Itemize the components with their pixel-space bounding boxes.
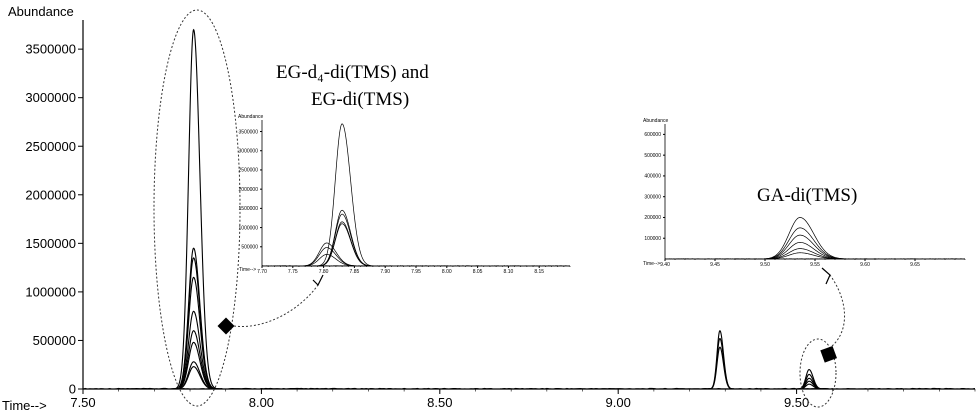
main-peak-trace — [163, 257, 229, 390]
ga-dotted-arrow — [829, 274, 845, 347]
inset_eg-x-tick-label: 7.90 — [380, 269, 390, 275]
inset-eg-ylabel: Abundance — [238, 114, 264, 120]
main-y-tick-label: 1500000 — [25, 236, 76, 251]
inset_eg-x-tick-label: 7.85 — [350, 269, 360, 275]
inset_ga-x-tick-label: 9.40 — [660, 262, 670, 268]
inset_eg-y-tick-label: 3000000 — [239, 148, 259, 154]
inset_ga-x-tick-label: 9.65 — [910, 262, 920, 268]
main-x-tick-label: 8.00 — [249, 395, 274, 410]
inset_ga-y-tick-label: 500000 — [644, 153, 661, 159]
inset_eg-peak-trace — [301, 213, 390, 267]
inset_eg-y-tick-label: 2000000 — [239, 187, 259, 193]
inset_eg-y-tick-label: 1500000 — [239, 206, 259, 212]
eg-annotation-line1: EG-d₄-di(TMS) and — [276, 62, 429, 83]
inset_ga-x-tick-label: 9.50 — [760, 262, 770, 268]
main-y-tick-label: 500000 — [33, 333, 76, 348]
main-axes: 0 500000 1000000 1500000 2000000 2500000 30000… — [25, 20, 976, 410]
ga-square-marker — [820, 345, 837, 363]
main-peak-trace — [163, 330, 229, 390]
main-peak-trace — [163, 366, 229, 390]
eg-diamond-marker — [217, 317, 235, 335]
main-y-tick-label: 2000000 — [25, 187, 76, 202]
inset_ga-y-tick-label: 600000 — [644, 132, 661, 138]
inset_eg-x-tick-label: 8.15 — [534, 269, 544, 275]
eg-annotation-line2: EG-di(TMS) — [311, 89, 409, 110]
main-y-tick-label: 3500000 — [25, 42, 76, 57]
main-baseline — [82, 387, 976, 390]
main-y-tick-label: 2500000 — [25, 139, 76, 154]
inset_eg-x-tick-label: 7.80 — [319, 269, 329, 275]
inset_ga-peak-trace — [734, 217, 877, 260]
main-peak-trace — [702, 346, 740, 390]
main-y-tick-label: 3000000 — [25, 90, 76, 105]
inset_eg-y-tick-label: 3500000 — [239, 129, 259, 135]
main-x-tick-label: 7.50 — [70, 395, 95, 410]
inset_eg-y-tick-label: 1000000 — [239, 225, 259, 231]
main-peak-trace — [789, 377, 832, 390]
inset_eg-y-tick-label: 2500000 — [239, 168, 259, 174]
main-peak-trace — [163, 310, 229, 390]
inset_eg-x-tick-label: 8.00 — [442, 269, 452, 275]
main-peak-trace — [702, 337, 740, 390]
eg-arrow-head — [312, 274, 324, 287]
main-peak-trace — [789, 383, 832, 390]
inset_ga-peak-trace — [734, 242, 877, 260]
y-axis-label: Abundance — [8, 4, 74, 19]
main-x-tick-label: 9.00 — [606, 395, 631, 410]
inset_eg-y-tick-label: 500000 — [241, 245, 258, 251]
inset_ga-y-tick-label: 400000 — [644, 174, 661, 180]
main-peak-trace — [163, 341, 229, 390]
inset_eg-peak-trace — [282, 254, 379, 267]
inset_ga-y-tick-label: 100000 — [644, 236, 661, 242]
inset-eg-chart: 500000 1000000 1500000 2000000 2500000 300000… — [238, 114, 571, 275]
inset_ga-peak-trace — [734, 248, 877, 260]
x-axis-label: Time--> — [2, 398, 47, 413]
inset_eg-x-tick-label: 7.70 — [257, 269, 267, 275]
inset_ga-x-tick-label: 9.60 — [860, 262, 870, 268]
main-x-tick-label: 9.50 — [784, 395, 809, 410]
ga-arrow-head — [821, 267, 831, 285]
inset_ga-peak-trace — [734, 234, 877, 260]
ga-annotation: GA-di(TMS) — [757, 185, 857, 206]
inset_eg-peak-trace — [301, 123, 390, 267]
inset_ga-x-tick-label: 9.45 — [710, 262, 720, 268]
inset_ga-peak-trace — [734, 252, 877, 260]
inset-ga-ylabel: Abundance — [643, 118, 669, 124]
eg-dotted-arrow — [233, 284, 319, 328]
inset_eg-x-tick-label: 7.95 — [411, 269, 421, 275]
ga-peak-highlight-ellipse — [799, 338, 837, 408]
main-peak-trace — [163, 361, 229, 390]
inset-eg-xlabel: Time--> — [239, 267, 256, 273]
main-y-tick-label: 0 — [69, 382, 76, 397]
main-y-tick-label: 1000000 — [25, 284, 76, 299]
main-x-tick-label: 8.50 — [427, 395, 452, 410]
inset-ga-xlabel: Time--> — [643, 261, 660, 267]
inset_eg-x-tick-label: 8.10 — [504, 269, 514, 275]
inset_ga-x-tick-label: 9.55 — [810, 262, 820, 268]
main-peak-trace — [702, 330, 740, 390]
inset-ga-chart: 100000 200000 300000 400000 500000 600000 9.40… — [643, 118, 966, 268]
inset_ga-y-tick-label: 300000 — [644, 194, 661, 200]
inset_eg-x-tick-label: 8.05 — [473, 269, 483, 275]
inset_eg-x-tick-label: 7.75 — [288, 269, 298, 275]
inset_ga-y-tick-label: 200000 — [644, 215, 661, 221]
eg-peak-highlight-ellipse — [153, 9, 241, 407]
